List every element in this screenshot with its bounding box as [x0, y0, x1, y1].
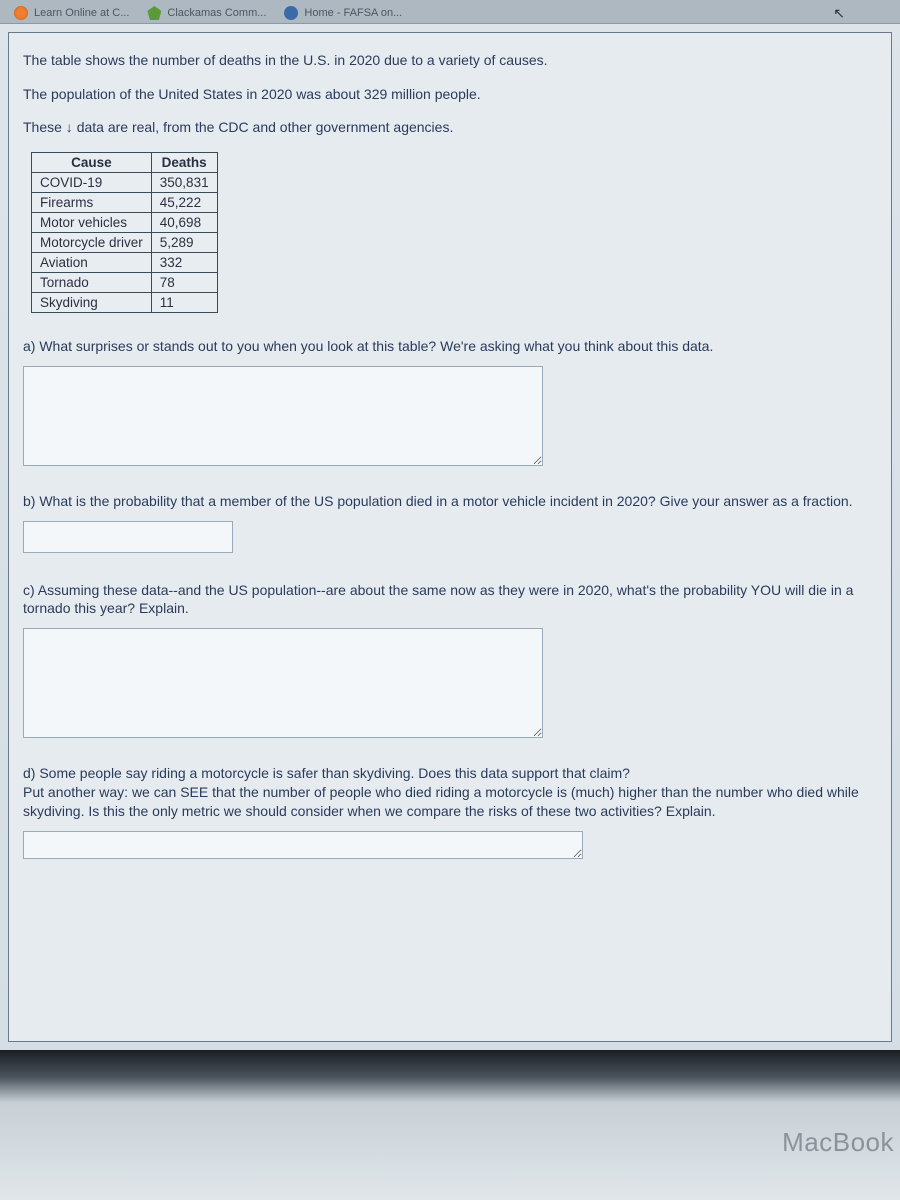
- question-c: c) Assuming these data--and the US popul…: [23, 581, 877, 619]
- device-label: MacBook: [782, 1127, 894, 1158]
- cell-cause: Motorcycle driver: [32, 232, 152, 252]
- intro-line-2: The population of the United States in 2…: [23, 85, 877, 105]
- answer-c-input[interactable]: [23, 628, 543, 738]
- cell-deaths: 332: [151, 252, 217, 272]
- cell-deaths: 45,222: [151, 192, 217, 212]
- favicon-icon: [14, 6, 28, 20]
- table-row: Motorcycle driver5,289: [32, 232, 218, 252]
- tab-label: Home - FAFSA on...: [304, 7, 402, 19]
- cell-deaths: 40,698: [151, 212, 217, 232]
- tab-label: Clackamas Comm...: [167, 7, 266, 19]
- screen: Learn Online at C... Clackamas Comm... H…: [0, 0, 900, 1050]
- question-b: b) What is the probability that a member…: [23, 492, 877, 511]
- table-row: Aviation332: [32, 252, 218, 272]
- table-row: Motor vehicles40,698: [32, 212, 218, 232]
- intro-line-3: These ↓ data are real, from the CDC and …: [23, 118, 877, 138]
- question-d: d) Some people say riding a motorcycle i…: [23, 764, 877, 821]
- answer-a-input[interactable]: [23, 366, 543, 466]
- browser-tab-bar: Learn Online at C... Clackamas Comm... H…: [0, 0, 900, 24]
- cell-deaths: 78: [151, 272, 217, 292]
- answer-b-input[interactable]: [23, 521, 233, 553]
- tab-clackamas[interactable]: Clackamas Comm...: [139, 4, 274, 22]
- content-frame: The table shows the number of deaths in …: [8, 32, 892, 1042]
- col-deaths: Deaths: [151, 152, 217, 172]
- cell-deaths: 11: [151, 292, 217, 312]
- cell-deaths: 5,289: [151, 232, 217, 252]
- table-row: Skydiving11: [32, 292, 218, 312]
- tab-learn-online[interactable]: Learn Online at C...: [6, 4, 137, 22]
- table-header-row: Cause Deaths: [32, 152, 218, 172]
- deaths-table: Cause Deaths COVID-19350,831 Firearms45,…: [31, 152, 218, 313]
- table-row: Tornado78: [32, 272, 218, 292]
- cell-cause: Motor vehicles: [32, 212, 152, 232]
- tab-fafsa[interactable]: Home - FAFSA on...: [276, 4, 410, 22]
- cell-cause: Firearms: [32, 192, 152, 212]
- intro-text: The table shows the number of deaths in …: [23, 51, 877, 138]
- tab-label: Learn Online at C...: [34, 7, 129, 19]
- question-a: a) What surprises or stands out to you w…: [23, 337, 877, 356]
- cell-cause: COVID-19: [32, 172, 152, 192]
- cursor-icon: ↖: [833, 5, 845, 22]
- favicon-icon: [284, 6, 298, 20]
- cell-deaths: 350,831: [151, 172, 217, 192]
- cell-cause: Skydiving: [32, 292, 152, 312]
- answer-d-input[interactable]: [23, 831, 583, 859]
- favicon-icon: [147, 6, 161, 20]
- table-row: Firearms45,222: [32, 192, 218, 212]
- cell-cause: Tornado: [32, 272, 152, 292]
- table-row: COVID-19350,831: [32, 172, 218, 192]
- cell-cause: Aviation: [32, 252, 152, 272]
- laptop-bezel: MacBook: [0, 1050, 900, 1200]
- intro-line-1: The table shows the number of deaths in …: [23, 51, 877, 71]
- col-cause: Cause: [32, 152, 152, 172]
